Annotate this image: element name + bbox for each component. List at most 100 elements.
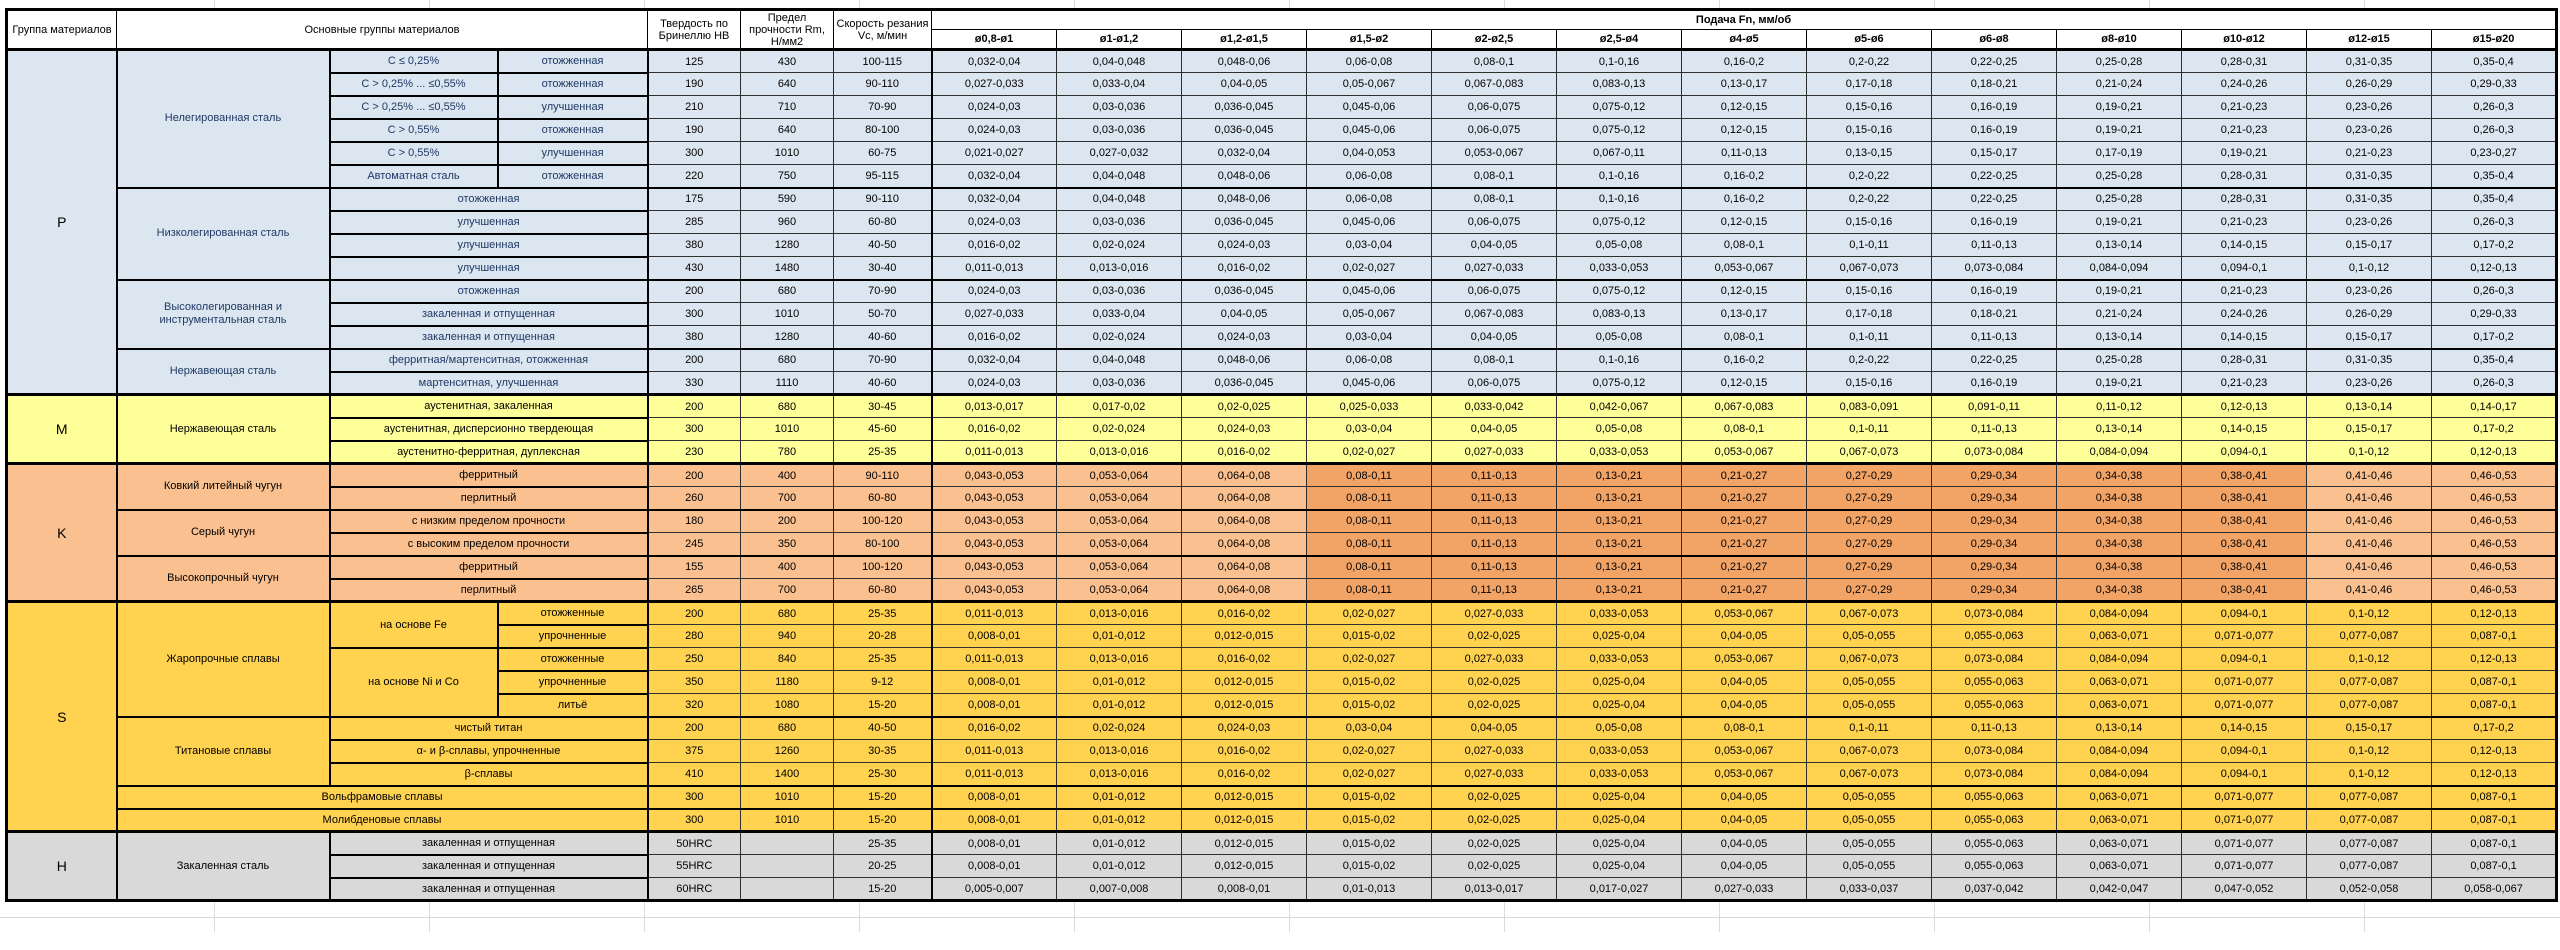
feed-cell[interactable]: 0,1-0,11 [1806,417,1932,441]
strength-cell[interactable] [740,854,834,878]
material-group-cell[interactable]: Серый чугун [115,508,331,556]
feed-cell[interactable]: 0,094-0,1 [2181,762,2307,786]
feed-cell[interactable]: 0,14-0,15 [2181,417,2307,441]
feed-cell[interactable]: 0,02-0,024 [1056,233,1182,257]
feed-cell[interactable]: 0,19-0,21 [2056,95,2182,119]
feed-cell[interactable]: 0,033-0,053 [1556,762,1682,786]
feed-cell[interactable]: 0,017-0,02 [1056,393,1182,418]
feed-cell[interactable]: 0,03-0,04 [1306,417,1432,441]
feed-cell[interactable]: 0,016-0,02 [931,325,1057,349]
hardness-cell[interactable]: 200 [647,393,741,418]
feed-cell[interactable]: 0,067-0,083 [1681,393,1807,418]
strength-cell[interactable]: 1260 [740,739,834,763]
speed-cell[interactable]: 60-80 [833,210,933,234]
feed-cell[interactable]: 0,22-0,25 [1931,186,2057,211]
feed-cell[interactable]: 0,35-0,4 [2430,164,2558,188]
group-letter-cell[interactable]: H [6,830,118,901]
feed-cell[interactable]: 0,46-0,53 [2430,486,2558,510]
feed-cell[interactable]: 0,17-0,18 [1806,302,1932,326]
feed-cell[interactable]: 0,063-0,071 [2056,807,2182,832]
feed-cell[interactable]: 0,24-0,26 [2181,72,2307,96]
feed-cell[interactable]: 0,027-0,033 [931,302,1057,326]
feed-cell[interactable]: 0,03-0,036 [1056,371,1182,395]
feed-cell[interactable]: 0,11-0,13 [1681,141,1807,165]
feed-cell[interactable]: 0,38-0,41 [2181,462,2307,487]
feed-cell[interactable]: 0,06-0,08 [1306,186,1432,211]
material-group-cell[interactable]: Нержавеющая сталь [115,393,331,464]
speed-cell[interactable]: 15-20 [833,877,933,901]
feed-cell[interactable]: 0,083-0,13 [1556,302,1682,326]
speed-cell[interactable]: 40-50 [833,715,933,740]
feed-cell[interactable]: 0,12-0,13 [2430,600,2558,625]
feed-cell[interactable]: 0,17-0,18 [1806,72,1932,96]
col-header-feed[interactable]: Подача Fn, мм/об [930,9,2558,30]
feed-cell[interactable]: 0,053-0,067 [1431,141,1557,165]
hardness-cell[interactable]: 200 [647,278,741,303]
group-letter-cell[interactable]: P [6,48,118,395]
feed-cell[interactable]: 0,071-0,077 [2181,670,2307,694]
material-group-cell[interactable]: Закаленная сталь [115,830,331,901]
feed-cell[interactable]: 0,21-0,23 [2181,278,2307,303]
feed-cell[interactable]: 0,12-0,15 [1681,278,1807,303]
feed-cell[interactable]: 0,048-0,06 [1181,164,1307,188]
feed-cell[interactable]: 0,21-0,27 [1681,532,1807,556]
feed-cell[interactable]: 0,063-0,071 [2056,784,2182,809]
feed-cell[interactable]: 0,077-0,087 [2306,693,2432,717]
speed-cell[interactable]: 100-120 [833,508,933,533]
feed-cell[interactable]: 0,1-0,12 [2306,440,2432,464]
condition-cell[interactable]: с высоким пределом прочности [329,531,649,557]
feed-cell[interactable]: 0,01-0,012 [1056,830,1182,855]
speed-cell[interactable]: 70-90 [833,347,933,372]
feed-cell[interactable]: 0,087-0,1 [2430,693,2558,717]
feed-cell[interactable]: 0,077-0,087 [2306,670,2432,694]
feed-cell[interactable]: 0,048-0,06 [1181,347,1307,372]
condition-cell[interactable]: отожженные [497,646,649,672]
feed-cell[interactable]: 0,38-0,41 [2181,554,2307,579]
feed-diameter-header[interactable]: ø15-ø20 [2430,29,2558,51]
hardness-cell[interactable]: 285 [647,210,741,234]
feed-cell[interactable]: 0,34-0,38 [2056,486,2182,510]
feed-cell[interactable]: 0,033-0,053 [1556,647,1682,671]
col-header-strength[interactable]: Предел прочности Rm, Н/мм2 [740,9,834,51]
feed-cell[interactable]: 0,08-0,1 [1681,715,1807,740]
feed-cell[interactable]: 0,027-0,033 [1681,877,1807,901]
speed-cell[interactable]: 25-35 [833,440,933,464]
col-header-main-groups[interactable]: Основные группы материалов [116,9,648,51]
feed-cell[interactable]: 0,38-0,41 [2181,486,2307,510]
feed-cell[interactable]: 0,064-0,08 [1181,462,1307,487]
feed-cell[interactable]: 0,064-0,08 [1181,578,1307,602]
feed-cell[interactable]: 0,073-0,084 [1931,762,2057,786]
strength-cell[interactable]: 1400 [740,762,834,786]
speed-cell[interactable]: 25-35 [833,647,933,671]
feed-cell[interactable]: 0,17-0,19 [2056,141,2182,165]
feed-cell[interactable]: 0,11-0,13 [1931,417,2057,441]
feed-cell[interactable]: 0,013-0,017 [1431,877,1557,901]
feed-cell[interactable]: 0,013-0,016 [1056,647,1182,671]
feed-cell[interactable]: 0,032-0,04 [931,186,1057,211]
feed-cell[interactable]: 0,032-0,04 [931,48,1057,73]
condition-cell[interactable]: отожженная [329,278,649,304]
feed-cell[interactable]: 0,01-0,013 [1306,877,1432,901]
feed-cell[interactable]: 0,008-0,01 [931,807,1057,832]
feed-cell[interactable]: 0,015-0,02 [1306,854,1432,878]
material-group-cell[interactable]: Высокопрочный чугун [115,554,331,602]
feed-cell[interactable]: 0,13-0,15 [1806,141,1932,165]
feed-cell[interactable]: 0,06-0,08 [1306,164,1432,188]
feed-cell[interactable]: 0,087-0,1 [2430,807,2558,832]
feed-cell[interactable]: 0,033-0,053 [1556,440,1682,464]
speed-cell[interactable]: 40-60 [833,325,933,349]
feed-cell[interactable]: 0,075-0,12 [1556,371,1682,395]
feed-cell[interactable]: 0,06-0,075 [1431,210,1557,234]
speed-cell[interactable]: 25-30 [833,762,933,786]
feed-cell[interactable]: 0,012-0,015 [1181,830,1307,855]
feed-cell[interactable]: 0,016-0,02 [1181,256,1307,280]
feed-cell[interactable]: 0,008-0,01 [931,784,1057,809]
feed-cell[interactable]: 0,027-0,033 [1431,762,1557,786]
feed-cell[interactable]: 0,084-0,094 [2056,762,2182,786]
feed-cell[interactable]: 0,011-0,013 [931,600,1057,625]
feed-cell[interactable]: 0,03-0,04 [1306,715,1432,740]
strength-cell[interactable]: 1010 [740,302,834,326]
feed-cell[interactable]: 0,12-0,13 [2430,739,2558,763]
feed-cell[interactable]: 0,05-0,08 [1556,325,1682,349]
feed-cell[interactable]: 0,04-0,05 [1431,325,1557,349]
